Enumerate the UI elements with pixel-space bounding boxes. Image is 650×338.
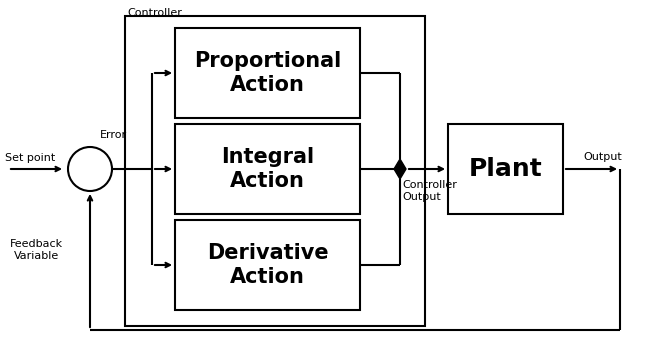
Text: Error: Error <box>100 130 127 140</box>
Text: Derivative
Action: Derivative Action <box>207 243 328 287</box>
Bar <box>175 28 360 118</box>
Bar <box>125 16 425 326</box>
Bar <box>175 220 360 310</box>
Text: Controller: Controller <box>127 8 182 18</box>
Text: Proportional
Action: Proportional Action <box>194 51 341 95</box>
Polygon shape <box>394 159 406 169</box>
Polygon shape <box>394 169 406 179</box>
Text: Integral
Action: Integral Action <box>221 147 314 191</box>
Text: Feedback
Variable: Feedback Variable <box>10 239 63 261</box>
Text: Set point: Set point <box>5 153 55 163</box>
Text: Output: Output <box>583 152 622 162</box>
Bar <box>448 124 563 214</box>
Text: Controller
Output: Controller Output <box>402 180 457 201</box>
Text: Plant: Plant <box>469 157 542 181</box>
Bar <box>175 124 360 214</box>
